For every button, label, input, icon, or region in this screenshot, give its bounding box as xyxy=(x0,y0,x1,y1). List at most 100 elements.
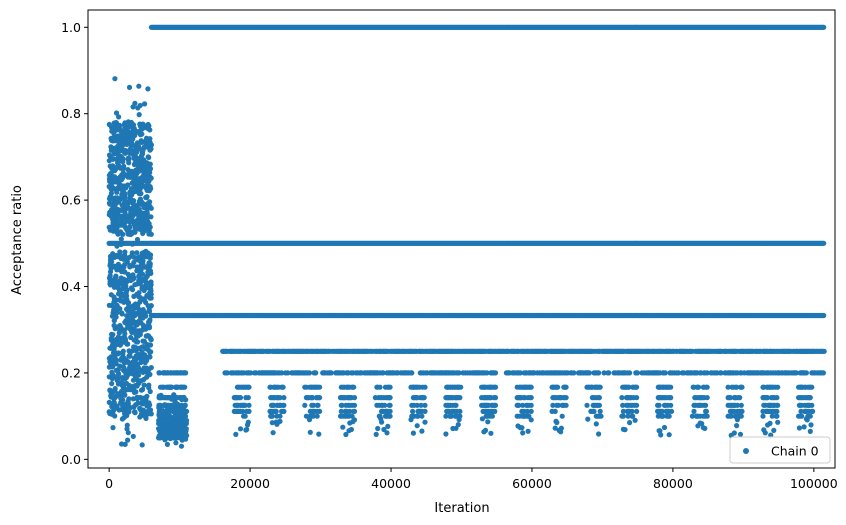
data-point xyxy=(144,209,150,215)
data-point xyxy=(134,149,140,155)
data-point xyxy=(140,230,146,236)
data-point xyxy=(174,413,180,419)
data-point xyxy=(109,331,115,337)
data-point xyxy=(132,129,138,135)
data-point xyxy=(112,178,118,184)
data-point xyxy=(385,423,391,429)
data-point xyxy=(146,325,153,331)
data-point xyxy=(125,430,131,436)
data-point xyxy=(129,148,135,154)
data-point xyxy=(143,333,149,339)
data-point xyxy=(133,188,139,194)
data-point xyxy=(113,305,119,311)
data-point xyxy=(146,385,152,391)
data-point xyxy=(132,313,138,319)
data-point xyxy=(125,231,131,237)
data-point xyxy=(134,155,140,161)
data-point xyxy=(821,24,827,30)
data-point xyxy=(129,241,135,247)
data-point xyxy=(387,395,393,401)
data-point xyxy=(134,264,140,270)
data-point xyxy=(133,256,140,262)
data-point xyxy=(455,422,461,428)
data-point xyxy=(170,395,176,401)
data-point xyxy=(351,384,357,390)
data-point xyxy=(123,380,130,386)
data-point xyxy=(302,402,308,408)
data-point xyxy=(128,285,135,291)
data-point xyxy=(422,419,428,425)
data-point xyxy=(134,218,140,224)
data-point xyxy=(377,384,383,390)
data-point xyxy=(121,358,127,364)
data-point xyxy=(141,122,147,129)
data-point xyxy=(107,273,113,279)
data-point xyxy=(126,155,132,161)
data-point xyxy=(174,408,180,414)
data-point xyxy=(157,384,164,390)
data-point xyxy=(131,383,137,389)
data-point xyxy=(122,269,128,275)
data-point xyxy=(130,272,136,278)
data-point xyxy=(453,402,459,408)
data-point xyxy=(115,152,121,158)
data-point xyxy=(110,364,116,370)
data-point xyxy=(340,424,346,430)
data-point xyxy=(140,147,146,153)
data-point xyxy=(387,384,393,390)
data-point xyxy=(821,312,827,319)
data-point xyxy=(277,418,283,424)
data-point xyxy=(146,154,152,161)
data-point xyxy=(131,293,137,299)
data-point xyxy=(118,241,124,247)
data-point xyxy=(130,198,136,204)
data-point xyxy=(143,215,149,222)
data-point xyxy=(134,211,140,217)
data-point xyxy=(156,370,162,376)
data-point xyxy=(126,84,133,90)
data-point xyxy=(128,327,134,333)
data-point xyxy=(165,428,171,434)
data-point xyxy=(237,426,244,432)
data-point xyxy=(109,127,115,133)
data-point xyxy=(181,408,187,414)
data-point xyxy=(114,187,120,193)
data-point xyxy=(111,348,117,354)
data-point xyxy=(387,413,393,419)
data-point xyxy=(112,76,118,82)
data-point xyxy=(316,431,322,437)
data-point xyxy=(127,141,133,147)
data-point xyxy=(166,417,172,424)
data-point xyxy=(117,297,123,303)
data-point xyxy=(137,196,143,202)
data-point xyxy=(419,413,425,419)
data-point xyxy=(113,156,119,162)
data-point xyxy=(317,384,323,390)
data-point xyxy=(118,144,124,150)
data-point xyxy=(144,187,150,193)
data-point xyxy=(127,174,133,180)
data-point xyxy=(485,419,491,425)
data-point xyxy=(173,440,179,446)
data-point xyxy=(161,402,167,408)
data-point xyxy=(147,199,153,205)
data-point xyxy=(135,365,142,371)
data-point xyxy=(148,295,154,301)
data-point xyxy=(116,291,122,297)
data-point xyxy=(112,387,118,394)
data-point xyxy=(113,195,119,201)
data-point xyxy=(182,402,188,408)
data-point xyxy=(281,395,287,401)
data-point xyxy=(245,395,251,401)
data-point xyxy=(112,206,118,212)
data-point xyxy=(119,441,125,447)
data-point xyxy=(132,301,139,307)
data-point xyxy=(373,431,379,437)
data-point xyxy=(269,413,275,419)
data-point xyxy=(167,408,173,414)
data-point xyxy=(140,369,146,375)
data-point xyxy=(181,423,187,429)
data-point xyxy=(139,349,145,355)
data-point xyxy=(119,310,125,316)
data-point xyxy=(133,173,139,179)
